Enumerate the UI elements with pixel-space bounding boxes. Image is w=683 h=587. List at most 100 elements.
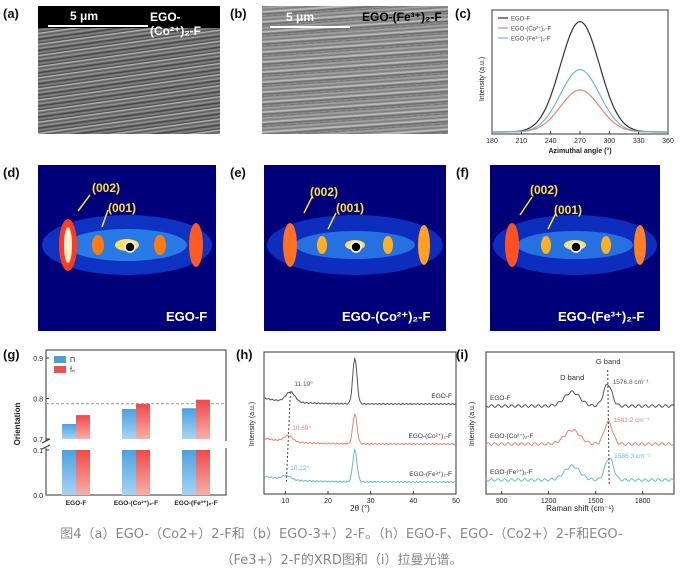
chart-h-xlabel: 2θ (°) bbox=[350, 504, 370, 513]
xrd-f-label: EGO-(Fe³⁺)₂-F bbox=[558, 309, 645, 324]
chart-i-curves: EGO-F 1576.8 cm⁻¹ EGO-(Co²⁺)₂-F 1581.2 cm⁻¹… bbox=[485, 357, 675, 485]
chart-h: Intensity (a.u.) 2θ (°) 10 20 30 40 50 EGO-F… bbox=[249, 351, 460, 513]
chart-g-bar bbox=[62, 424, 76, 439]
xrd-e-label: EGO-(Co²⁺)₂-F bbox=[342, 309, 431, 324]
panel-e-letter: (e) bbox=[230, 165, 246, 180]
xrd-f-art bbox=[493, 196, 657, 275]
chart-g-ylabel: Orientation bbox=[13, 403, 22, 446]
chart-g-bar-lower bbox=[62, 450, 76, 495]
chart-g-legend-label: fₙ bbox=[70, 367, 75, 374]
chart-i-gband-label: 1576.8 cm⁻¹ bbox=[613, 379, 650, 386]
chart-g-category-label: EGO-(Co²⁺)₂-F bbox=[114, 500, 158, 507]
chart-c-series-line bbox=[492, 68, 668, 133]
chart-g-legend: Πfₙ bbox=[54, 356, 75, 374]
chart-h-shift-guide bbox=[285, 391, 291, 485]
sem-image-a: 5 μm EGO-(Co²⁺)₂-F bbox=[38, 6, 220, 134]
chart-i-gband-annotation: G band bbox=[596, 357, 621, 366]
chart-h-ylabel: Intensity (a.u.) bbox=[249, 402, 256, 446]
chart-c-ylabel: Intensity (a.u.) bbox=[479, 57, 486, 101]
chart-g-categories: EGO-F EGO-(Co²⁺)₂-F EGO-(Fe³⁺)₂-F bbox=[66, 500, 218, 507]
chart-i-gband-label: 1586.3 cm⁻¹ bbox=[614, 453, 651, 460]
chart-i-series-label: EGO-(Fe³⁺)₂-F bbox=[490, 469, 533, 476]
xrd-d-art bbox=[42, 194, 212, 275]
chart-c-legend: EGO-F EGO-(Co²⁺)₂-F EGO-(Fe³⁺)₂-F bbox=[498, 17, 551, 43]
chart-c-legend-label: EGO-(Fe³⁺)₂-F bbox=[511, 36, 551, 43]
chart-c-series-line bbox=[492, 89, 668, 133]
chart-g-bar-lower bbox=[182, 450, 196, 495]
panel-h-letter: (h) bbox=[236, 347, 253, 362]
chart-g-bar bbox=[122, 409, 136, 439]
chart-c-curves bbox=[492, 20, 668, 133]
chart-i-ticks: 900 1200 1500 1800 bbox=[496, 491, 651, 505]
chart-g-tick-label: 0.7 bbox=[33, 437, 43, 444]
chart-i-series-line bbox=[485, 383, 675, 408]
chart-c-tick-label: 300 bbox=[603, 138, 615, 145]
chart-i-dband-annotation: D band bbox=[560, 373, 584, 382]
chart-g-legend-swatch bbox=[54, 366, 66, 373]
xrd-pattern-f: (002) (001) EGO-(Fe³⁺)₂-F bbox=[490, 165, 660, 331]
sem-a-scale-text: 5 μm bbox=[70, 9, 99, 23]
xrd-d-label: EGO-F bbox=[166, 309, 208, 324]
panel-a-letter: (a) bbox=[3, 6, 19, 21]
chart-h-peak-label: 11.19° bbox=[294, 380, 313, 388]
chart-g-bar-lower bbox=[196, 450, 210, 495]
xrd-e-peak-001: (001) bbox=[336, 201, 365, 215]
chart-c-tick-label: 360 bbox=[662, 138, 674, 145]
chart-g-tick-label: 0.8 bbox=[33, 397, 43, 404]
sem-a-scale-bar bbox=[48, 25, 148, 27]
chart-c-xlabel: Azimuthal angle (°) bbox=[548, 147, 611, 155]
chart-g-bar-lower bbox=[76, 450, 90, 495]
chart-h-tick-label: 20 bbox=[324, 498, 332, 505]
xrd-e-peak-002: (002) bbox=[310, 185, 339, 199]
chart-h-curves: EGO-F 11.19° EGO-(Co²⁺)₂-F 10.69° EGO-(Fe³⁺)… bbox=[263, 356, 457, 485]
chart-c-tick-label: 270 bbox=[574, 138, 586, 145]
chart-g-break-mark bbox=[41, 438, 51, 444]
chart-g-bar-lower bbox=[136, 450, 150, 495]
xrd-f-peak-002: (002) bbox=[530, 183, 559, 197]
chart-i-xlabel: Raman shift (cm⁻¹) bbox=[546, 504, 614, 513]
sem-image-b: 5 μm EGO-(Fe³⁺)₂-F bbox=[262, 6, 448, 134]
chart-i-tick-label: 1200 bbox=[541, 498, 557, 505]
chart-i-shift-guide bbox=[607, 369, 610, 485]
panel-c-letter: (c) bbox=[455, 6, 471, 21]
caption-line-2: （Fe3+）2-F的XRD图和（i）拉曼光谱。 bbox=[220, 553, 463, 568]
chart-c-legend-label: EGO-F bbox=[511, 17, 530, 23]
chart-c-tick-label: 180 bbox=[486, 138, 498, 145]
chart-i-series-label: EGO-F bbox=[490, 395, 511, 402]
chart-h-series-label: EGO-(Fe³⁺)₂-F bbox=[409, 471, 452, 478]
chart-h-tick-label: 30 bbox=[367, 498, 375, 505]
chart-g-axis-break bbox=[42, 441, 230, 448]
chart-c: Intensity (a.u.) Azimuthal angle (°) 180… bbox=[479, 9, 674, 155]
chart-g-bar bbox=[76, 415, 90, 439]
chart-c-legend-label: EGO-(Co²⁺)₂-F bbox=[511, 26, 551, 33]
chart-g-category-label: EGO-(Fe³⁺)₂-F bbox=[174, 500, 217, 507]
sem-b-title: EGO-(Fe³⁺)₂-F bbox=[362, 10, 442, 24]
chart-g-bar-lower bbox=[122, 450, 136, 495]
chart-g-category-label: EGO-F bbox=[66, 500, 87, 507]
xrd-f-peak-001: (001) bbox=[554, 203, 583, 217]
chart-h-series-line bbox=[263, 448, 457, 484]
chart-c-tick-label: 210 bbox=[515, 138, 527, 145]
chart-g-bar bbox=[196, 399, 210, 439]
chart-g-bar bbox=[136, 403, 150, 439]
chart-h-series-label: EGO-(Co²⁺)₂-F bbox=[408, 433, 452, 440]
chart-g-bar bbox=[182, 408, 196, 439]
chart-c-tick-label: 330 bbox=[633, 138, 645, 145]
chart-i: Intensity (a.u.) Raman shift (cm⁻¹) 900 1… bbox=[469, 351, 675, 513]
panel-i-letter: (i) bbox=[456, 347, 469, 362]
chart-c-tick-label: 240 bbox=[545, 138, 557, 145]
sem-b-scale-text: 5 μm bbox=[286, 10, 315, 24]
sem-a-header bbox=[38, 6, 220, 28]
chart-g-tick-label: 0.1 bbox=[33, 448, 43, 455]
caption-line-1: 图4（a）EGO-（Co2+）2-F和（b）EGO-3+）2-F。（h）EGO-… bbox=[60, 527, 623, 542]
chart-h-series-line bbox=[263, 413, 457, 446]
chart-h-frame bbox=[263, 351, 457, 495]
xrd-pattern-d: (002) (001) EGO-F bbox=[38, 165, 216, 331]
panel-d-letter: (d) bbox=[3, 165, 20, 180]
chart-i-tick-label: 900 bbox=[496, 498, 508, 505]
chart-h-tick-label: 10 bbox=[281, 498, 289, 505]
panel-g-letter: (g) bbox=[3, 347, 20, 362]
sem-b-scale-bar bbox=[270, 26, 350, 28]
chart-g-tick-label: 0.9 bbox=[33, 356, 43, 363]
xrd-pattern-e: (002) (001) EGO-(Co²⁺)₂-F bbox=[264, 165, 446, 331]
